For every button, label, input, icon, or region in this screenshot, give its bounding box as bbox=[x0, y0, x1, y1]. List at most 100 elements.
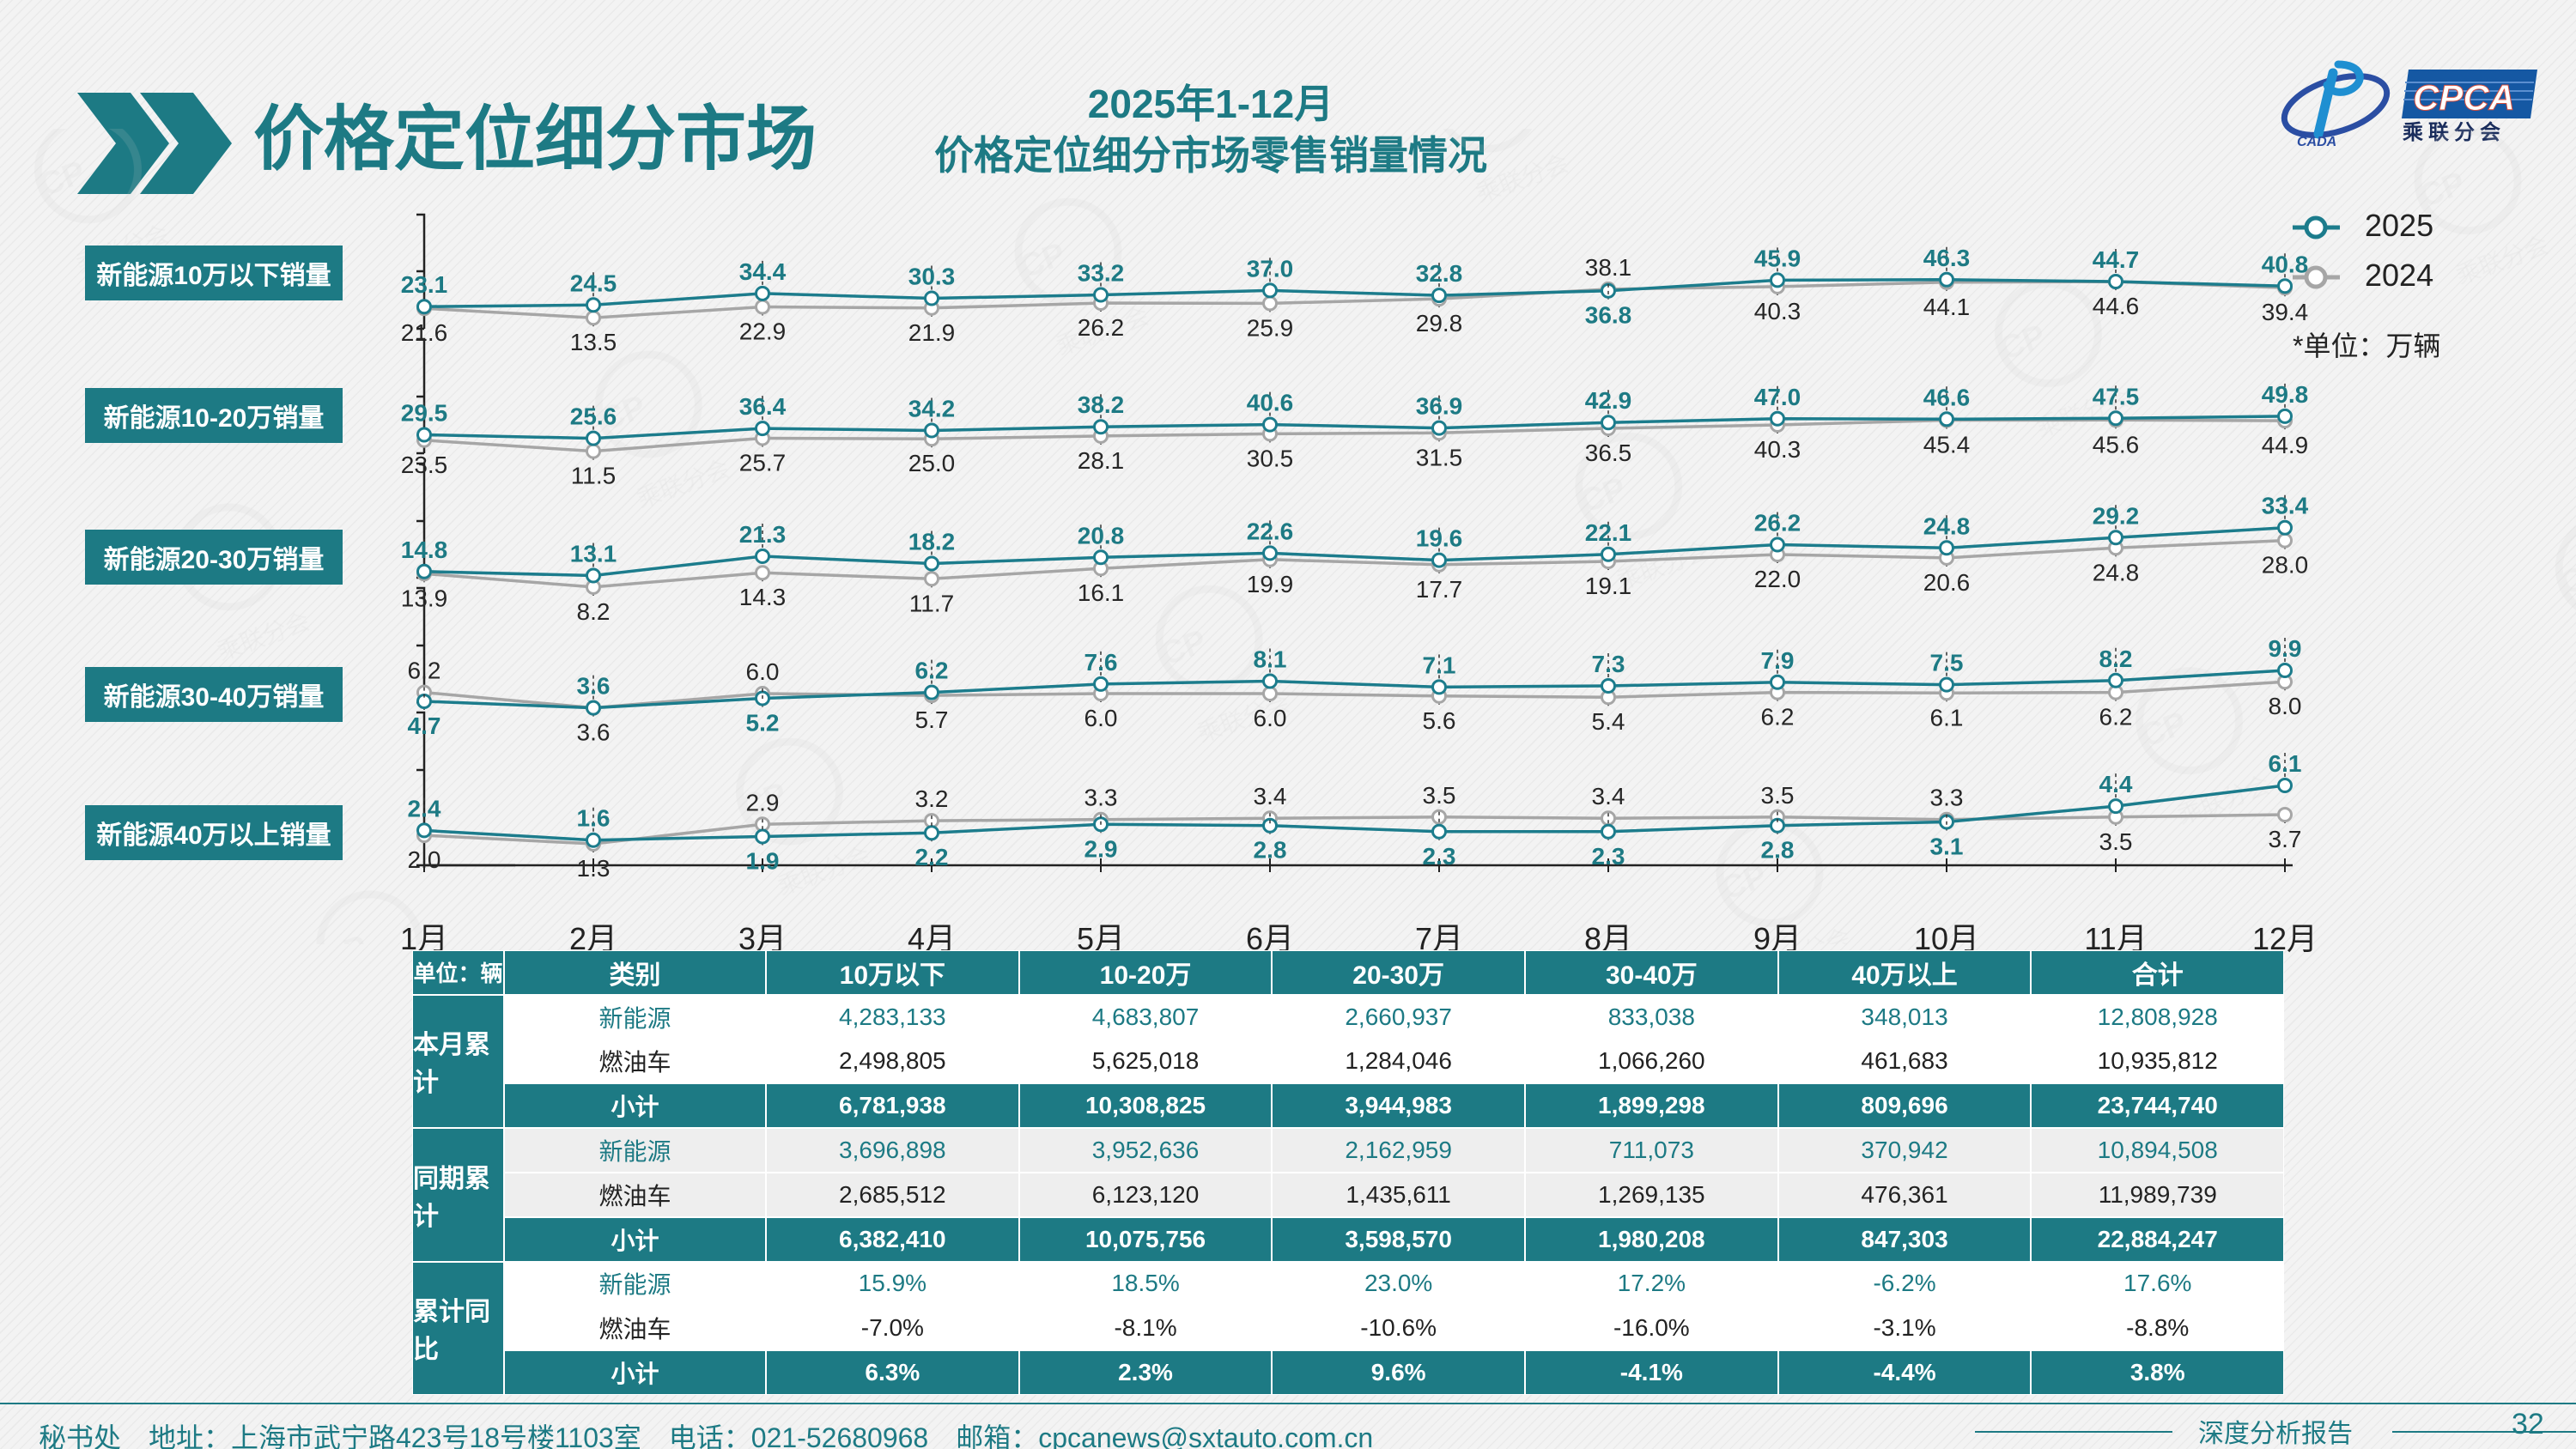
svg-text:1.6: 1.6 bbox=[577, 805, 611, 832]
svg-text:36.8: 36.8 bbox=[1585, 302, 1632, 329]
svg-text:28.1: 28.1 bbox=[1078, 447, 1125, 474]
svg-text:42.9: 42.9 bbox=[1585, 387, 1632, 414]
svg-text:2.0: 2.0 bbox=[408, 846, 441, 873]
svg-text:6.2: 6.2 bbox=[1761, 704, 1795, 731]
svg-text:2.3: 2.3 bbox=[1592, 843, 1625, 870]
svg-text:44.7: 44.7 bbox=[2093, 246, 2140, 273]
svg-text:14.8: 14.8 bbox=[401, 537, 448, 563]
svg-text:32.8: 32.8 bbox=[1416, 260, 1463, 287]
svg-text:7.6: 7.6 bbox=[1084, 649, 1118, 676]
svg-text:8.1: 8.1 bbox=[1254, 646, 1287, 673]
svg-text:38.2: 38.2 bbox=[1078, 391, 1125, 418]
svg-text:13.9: 13.9 bbox=[401, 585, 448, 611]
svg-text:29.5: 29.5 bbox=[401, 400, 448, 427]
svg-text:30.3: 30.3 bbox=[908, 264, 956, 290]
svg-text:2.2: 2.2 bbox=[915, 844, 949, 870]
svg-text:7.9: 7.9 bbox=[1761, 647, 1795, 674]
svg-text:22.9: 22.9 bbox=[739, 318, 787, 345]
svg-text:46.6: 46.6 bbox=[1923, 384, 1971, 410]
svg-text:3.5: 3.5 bbox=[1761, 782, 1795, 809]
svg-text:4.7: 4.7 bbox=[408, 712, 441, 739]
svg-text:21.3: 21.3 bbox=[739, 521, 787, 548]
svg-text:40.3: 40.3 bbox=[1754, 436, 1801, 463]
svg-text:19.1: 19.1 bbox=[1585, 573, 1632, 599]
svg-text:5.4: 5.4 bbox=[1592, 708, 1625, 735]
svg-text:22.0: 22.0 bbox=[1754, 566, 1801, 592]
svg-text:39.4: 39.4 bbox=[2262, 299, 2309, 325]
svg-text:24.8: 24.8 bbox=[2093, 559, 2140, 585]
svg-text:3.5: 3.5 bbox=[1423, 782, 1456, 809]
svg-text:30.5: 30.5 bbox=[1247, 445, 1294, 471]
svg-text:45.9: 45.9 bbox=[1754, 245, 1801, 271]
svg-text:2.4: 2.4 bbox=[408, 795, 441, 822]
svg-text:25.6: 25.6 bbox=[570, 403, 617, 430]
svg-text:8.2: 8.2 bbox=[577, 598, 611, 625]
svg-text:25.0: 25.0 bbox=[908, 450, 956, 476]
svg-text:37.0: 37.0 bbox=[1247, 255, 1294, 282]
svg-text:28.0: 28.0 bbox=[2262, 552, 2309, 579]
svg-text:22.1: 22.1 bbox=[1585, 519, 1632, 546]
svg-text:21.9: 21.9 bbox=[908, 319, 956, 346]
svg-text:1.3: 1.3 bbox=[577, 855, 611, 882]
svg-text:23.1: 23.1 bbox=[401, 271, 448, 298]
svg-text:5.2: 5.2 bbox=[746, 710, 780, 737]
svg-text:20.6: 20.6 bbox=[1923, 569, 1971, 596]
svg-text:6.2: 6.2 bbox=[408, 658, 441, 684]
svg-text:34.4: 34.4 bbox=[739, 258, 787, 285]
svg-text:7.5: 7.5 bbox=[1930, 650, 1964, 676]
svg-text:13.5: 13.5 bbox=[570, 329, 617, 355]
svg-text:26.2: 26.2 bbox=[1754, 510, 1801, 537]
svg-text:26.2: 26.2 bbox=[1078, 314, 1125, 341]
svg-text:40.3: 40.3 bbox=[1754, 298, 1801, 324]
svg-text:25.9: 25.9 bbox=[1247, 314, 1294, 341]
svg-text:3.3: 3.3 bbox=[1930, 785, 1964, 811]
svg-text:3.4: 3.4 bbox=[1254, 783, 1287, 809]
svg-text:6.1: 6.1 bbox=[1930, 704, 1964, 731]
svg-text:34.2: 34.2 bbox=[908, 396, 956, 422]
svg-text:25.7: 25.7 bbox=[739, 450, 787, 476]
svg-text:8.2: 8.2 bbox=[2099, 646, 2133, 672]
svg-text:11.7: 11.7 bbox=[909, 590, 954, 616]
svg-text:38.1: 38.1 bbox=[1585, 254, 1632, 281]
svg-text:5.7: 5.7 bbox=[915, 706, 949, 733]
svg-text:11.5: 11.5 bbox=[571, 463, 616, 489]
svg-text:29.8: 29.8 bbox=[1416, 310, 1463, 336]
svg-text:6.2: 6.2 bbox=[915, 658, 949, 684]
svg-text:47.0: 47.0 bbox=[1754, 384, 1801, 410]
svg-text:19.9: 19.9 bbox=[1247, 571, 1294, 597]
svg-text:16.1: 16.1 bbox=[1078, 579, 1125, 606]
svg-text:21.6: 21.6 bbox=[401, 319, 448, 346]
svg-text:2.9: 2.9 bbox=[1084, 835, 1118, 862]
svg-text:7.1: 7.1 bbox=[1423, 652, 1456, 678]
svg-text:44.6: 44.6 bbox=[2093, 293, 2140, 319]
svg-text:45.4: 45.4 bbox=[1923, 432, 1971, 458]
svg-text:14.3: 14.3 bbox=[739, 584, 787, 610]
svg-text:3.7: 3.7 bbox=[2269, 826, 2302, 852]
svg-text:6.1: 6.1 bbox=[2269, 750, 2302, 777]
svg-text:46.3: 46.3 bbox=[1923, 245, 1971, 271]
svg-text:2.3: 2.3 bbox=[1423, 843, 1456, 870]
svg-text:33.2: 33.2 bbox=[1078, 260, 1125, 287]
svg-text:40.8: 40.8 bbox=[2262, 251, 2309, 277]
svg-text:4.4: 4.4 bbox=[2099, 771, 2133, 797]
svg-text:36.5: 36.5 bbox=[1585, 440, 1632, 466]
svg-text:3.5: 3.5 bbox=[2099, 828, 2133, 855]
svg-text:29.2: 29.2 bbox=[2093, 502, 2140, 529]
svg-text:19.6: 19.6 bbox=[1416, 525, 1463, 552]
svg-text:1.9: 1.9 bbox=[746, 848, 780, 875]
svg-text:17.7: 17.7 bbox=[1416, 576, 1463, 603]
svg-text:40.6: 40.6 bbox=[1247, 390, 1294, 416]
svg-text:5.6: 5.6 bbox=[1423, 707, 1456, 734]
svg-text:6.0: 6.0 bbox=[746, 658, 780, 685]
svg-text:47.5: 47.5 bbox=[2093, 383, 2140, 409]
svg-text:24.5: 24.5 bbox=[570, 270, 617, 296]
svg-text:20.8: 20.8 bbox=[1078, 522, 1125, 549]
svg-text:3.1: 3.1 bbox=[1930, 834, 1964, 860]
svg-text:7.3: 7.3 bbox=[1592, 651, 1625, 677]
svg-text:8.0: 8.0 bbox=[2269, 693, 2302, 719]
svg-text:22.6: 22.6 bbox=[1247, 518, 1294, 544]
svg-text:2.8: 2.8 bbox=[1761, 837, 1795, 864]
svg-text:3.6: 3.6 bbox=[577, 673, 611, 700]
svg-text:24.8: 24.8 bbox=[1923, 512, 1971, 539]
svg-text:23.5: 23.5 bbox=[401, 452, 448, 478]
